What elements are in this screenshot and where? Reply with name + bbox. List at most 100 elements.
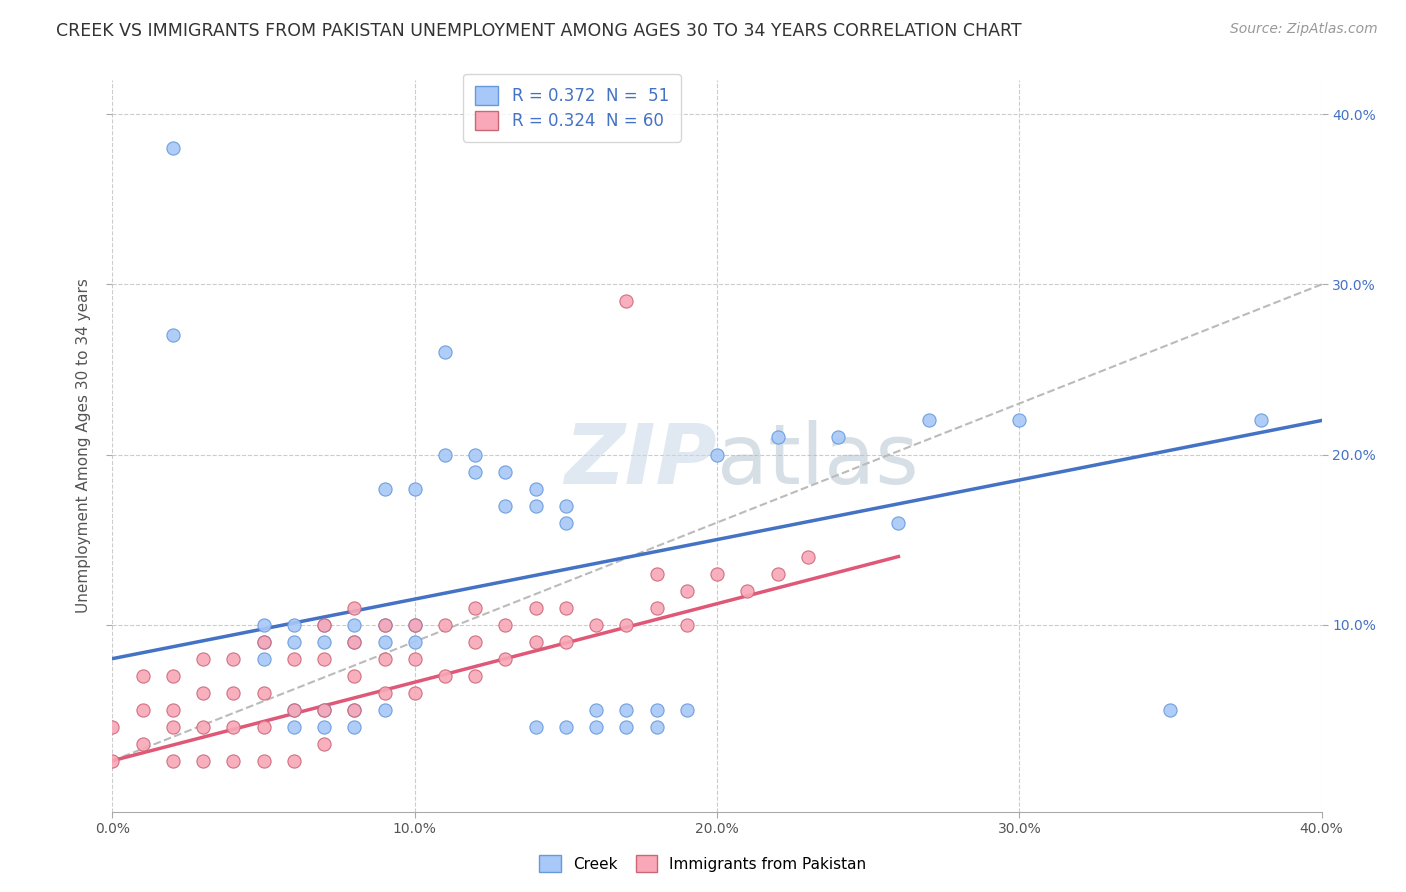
- Point: [283, 754, 305, 768]
- Point: [645, 566, 668, 581]
- Point: [524, 482, 547, 496]
- Text: Source: ZipAtlas.com: Source: ZipAtlas.com: [1230, 22, 1378, 37]
- Point: [222, 754, 245, 768]
- Point: [645, 703, 668, 717]
- Point: [433, 345, 456, 359]
- Point: [162, 141, 184, 155]
- Point: [495, 465, 517, 479]
- Point: [918, 413, 941, 427]
- Point: [314, 720, 336, 734]
- Point: [191, 651, 214, 665]
- Point: [283, 634, 305, 648]
- Point: [495, 499, 517, 513]
- Point: [554, 634, 576, 648]
- Point: [283, 703, 305, 717]
- Point: [675, 703, 697, 717]
- Point: [464, 465, 486, 479]
- Point: [191, 686, 214, 700]
- Point: [524, 499, 547, 513]
- Point: [162, 328, 184, 343]
- Point: [433, 668, 456, 682]
- Point: [464, 448, 486, 462]
- Point: [404, 686, 426, 700]
- Point: [524, 720, 547, 734]
- Point: [343, 617, 366, 632]
- Point: [585, 720, 607, 734]
- Point: [101, 720, 124, 734]
- Point: [404, 634, 426, 648]
- Point: [343, 703, 366, 717]
- Point: [222, 686, 245, 700]
- Point: [1250, 413, 1272, 427]
- Y-axis label: Unemployment Among Ages 30 to 34 years: Unemployment Among Ages 30 to 34 years: [76, 278, 91, 614]
- Point: [554, 720, 576, 734]
- Text: atlas: atlas: [717, 420, 918, 501]
- Point: [1008, 413, 1031, 427]
- Point: [766, 566, 789, 581]
- Point: [253, 754, 276, 768]
- Point: [585, 703, 607, 717]
- Point: [253, 617, 276, 632]
- Point: [737, 583, 759, 598]
- Point: [554, 516, 576, 530]
- Point: [616, 720, 638, 734]
- Point: [343, 720, 366, 734]
- Point: [343, 634, 366, 648]
- Point: [464, 634, 486, 648]
- Point: [101, 754, 124, 768]
- Point: [616, 294, 638, 309]
- Point: [554, 600, 576, 615]
- Point: [404, 482, 426, 496]
- Point: [132, 668, 155, 682]
- Point: [616, 617, 638, 632]
- Text: CREEK VS IMMIGRANTS FROM PAKISTAN UNEMPLOYMENT AMONG AGES 30 TO 34 YEARS CORRELA: CREEK VS IMMIGRANTS FROM PAKISTAN UNEMPL…: [56, 22, 1022, 40]
- Point: [283, 617, 305, 632]
- Point: [404, 617, 426, 632]
- Point: [464, 600, 486, 615]
- Point: [675, 617, 697, 632]
- Point: [162, 668, 184, 682]
- Point: [283, 651, 305, 665]
- Point: [222, 651, 245, 665]
- Point: [253, 634, 276, 648]
- Point: [283, 703, 305, 717]
- Point: [132, 703, 155, 717]
- Point: [343, 703, 366, 717]
- Point: [616, 703, 638, 717]
- Point: [796, 549, 818, 564]
- Point: [343, 634, 366, 648]
- Point: [554, 499, 576, 513]
- Point: [433, 617, 456, 632]
- Point: [314, 634, 336, 648]
- Point: [645, 720, 668, 734]
- Point: [314, 617, 336, 632]
- Point: [253, 651, 276, 665]
- Point: [191, 720, 214, 734]
- Point: [404, 651, 426, 665]
- Point: [766, 430, 789, 444]
- Point: [585, 617, 607, 632]
- Point: [827, 430, 849, 444]
- Legend: R = 0.372  N =  51, R = 0.324  N = 60: R = 0.372 N = 51, R = 0.324 N = 60: [464, 74, 681, 142]
- Point: [495, 617, 517, 632]
- Point: [191, 754, 214, 768]
- Point: [343, 600, 366, 615]
- Point: [404, 617, 426, 632]
- Point: [253, 686, 276, 700]
- Point: [314, 703, 336, 717]
- Point: [706, 566, 728, 581]
- Point: [706, 448, 728, 462]
- Point: [374, 686, 396, 700]
- Point: [374, 651, 396, 665]
- Point: [314, 703, 336, 717]
- Point: [1159, 703, 1181, 717]
- Point: [495, 651, 517, 665]
- Legend: Creek, Immigrants from Pakistan: Creek, Immigrants from Pakistan: [531, 847, 875, 880]
- Point: [283, 720, 305, 734]
- Point: [374, 617, 396, 632]
- Point: [374, 634, 396, 648]
- Point: [374, 703, 396, 717]
- Point: [524, 600, 547, 615]
- Point: [162, 754, 184, 768]
- Point: [314, 617, 336, 632]
